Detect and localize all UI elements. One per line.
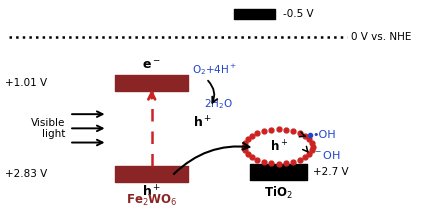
Text: Fe$_2$WO$_6$: Fe$_2$WO$_6$ (126, 193, 178, 208)
Text: e$^-$: e$^-$ (142, 59, 161, 72)
Text: -0.5 V: -0.5 V (283, 9, 313, 19)
Text: h$^+$: h$^+$ (192, 116, 211, 131)
Text: h$^+$: h$^+$ (142, 184, 161, 199)
Text: TiO$_2$: TiO$_2$ (264, 185, 293, 201)
Text: O$_2$+4H$^+$: O$_2$+4H$^+$ (192, 62, 237, 77)
Text: $^-$OH: $^-$OH (313, 149, 341, 161)
Text: Visible
light: Visible light (31, 118, 65, 139)
Text: +2.83 V: +2.83 V (5, 169, 47, 179)
Text: •OH: •OH (313, 130, 336, 141)
Text: h$^+$: h$^+$ (270, 139, 288, 154)
Text: 2H$_2$O: 2H$_2$O (204, 97, 233, 111)
Text: +2.7 V: +2.7 V (313, 167, 349, 177)
Text: +1.01 V: +1.01 V (5, 78, 47, 88)
Text: 0 V vs. NHE: 0 V vs. NHE (351, 32, 411, 42)
